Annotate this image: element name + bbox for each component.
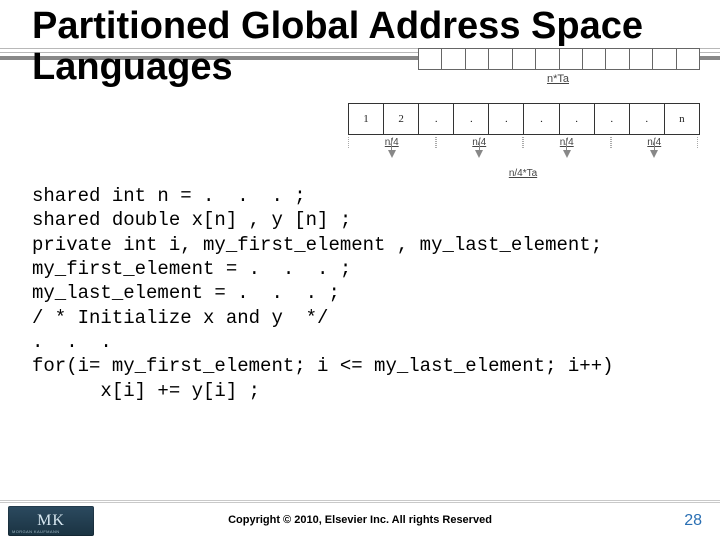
page-number: 28 bbox=[684, 512, 702, 530]
diagram-arrow-stem bbox=[479, 138, 480, 150]
footer-rule bbox=[0, 500, 720, 502]
diagram-wide-cell: . bbox=[454, 104, 489, 134]
diagram-arrow-stem bbox=[566, 138, 567, 150]
diagram-arrow-head-icon bbox=[650, 150, 658, 158]
diagram-n4-row: n/4n/4n/4n/4 bbox=[348, 137, 698, 148]
diagram-wide-cell: . bbox=[595, 104, 630, 134]
diagram-wide-cell: . bbox=[560, 104, 595, 134]
diagram-arrow-head-icon bbox=[563, 150, 571, 158]
diagram-arrow-stem bbox=[654, 138, 655, 150]
diagram-arrow-stem bbox=[391, 138, 392, 150]
code-block: shared int n = . . . ; shared double x[n… bbox=[32, 184, 692, 403]
logo-subtext: MORGAN KAUFMANN bbox=[12, 529, 60, 534]
slide: Partitioned Global Address Space Languag… bbox=[0, 0, 720, 540]
diagram-wide-cell: . bbox=[630, 104, 665, 134]
diagram-wide-cell: n bbox=[665, 104, 699, 134]
publisher-logo: MK MORGAN KAUFMANN bbox=[8, 506, 94, 536]
diagram-wide-cell: . bbox=[489, 104, 524, 134]
diagram-wide-row: 12.......n bbox=[348, 103, 700, 135]
logo-text: MK bbox=[37, 512, 65, 530]
diagram-wide-cell: . bbox=[524, 104, 559, 134]
diagram-wide-cell: 1 bbox=[349, 104, 384, 134]
diagram-arrow-head-icon bbox=[388, 150, 396, 158]
diagram-arrow-head-icon bbox=[475, 150, 483, 158]
diagram-wide-cell: . bbox=[419, 104, 454, 134]
slide-title: Partitioned Global Address Space Languag… bbox=[32, 6, 692, 88]
copyright-text: Copyright © 2010, Elsevier Inc. All righ… bbox=[0, 514, 720, 526]
diagram-arrows bbox=[348, 148, 698, 170]
diagram-wide-cell: 2 bbox=[384, 104, 419, 134]
